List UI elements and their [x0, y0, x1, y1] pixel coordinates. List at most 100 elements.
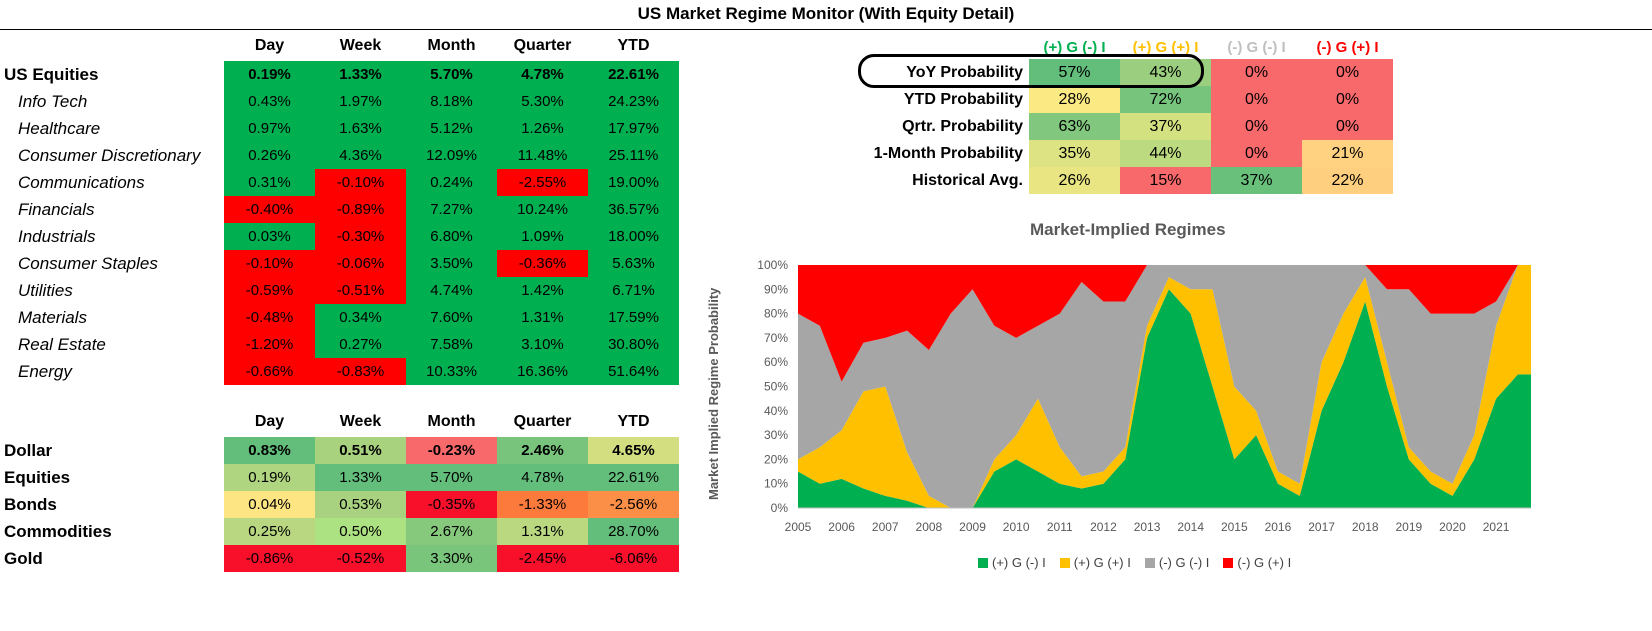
- regime-row-ytd-probability: YTD Probability 28% 72% 0% 0%: [848, 86, 1393, 113]
- equity-header-blank: [0, 31, 224, 61]
- regime-cell: 22%: [1302, 167, 1393, 194]
- legend-item-g-i: (-) G (+) I: [1223, 555, 1291, 570]
- y-tick-label: 20%: [764, 452, 788, 466]
- equity-cell: 17.59%: [588, 304, 679, 331]
- equity-cell: -0.48%: [224, 304, 315, 331]
- asset-cell: -0.86%: [224, 545, 315, 572]
- equity-row-label: Industrials: [18, 226, 96, 246]
- asset-class-table: Day Week Month Quarter YTD Dollar 0.83% 0.…: [0, 407, 679, 572]
- x-tick-label: 2017: [1308, 520, 1335, 534]
- regime-cell: 0%: [1302, 113, 1393, 140]
- asset-cell: -0.23%: [406, 437, 497, 464]
- equity-cell: -0.59%: [224, 277, 315, 304]
- x-tick-label: 2006: [828, 520, 855, 534]
- asset-cell: -1.33%: [497, 491, 588, 518]
- regime-row-label: 1-Month Probability: [873, 144, 1023, 162]
- x-tick-label: 2012: [1090, 520, 1117, 534]
- regime-header-neg-growth-pos-inflation: (-) G (+) I: [1316, 38, 1379, 56]
- area-series-g-i: [798, 265, 1531, 382]
- asset-row-label: Gold: [4, 548, 43, 568]
- regime-cell: 37%: [1211, 167, 1302, 194]
- equity-cell: 1.09%: [497, 223, 588, 250]
- asset-header-week: Week: [339, 413, 382, 430]
- legend-swatch: [1059, 557, 1070, 568]
- equity-cell: 10.24%: [497, 196, 588, 223]
- asset-cell: 1.33%: [315, 464, 406, 491]
- regime-cell: 21%: [1302, 140, 1393, 167]
- asset-cell: 0.50%: [315, 518, 406, 545]
- title-divider: [0, 29, 1652, 30]
- equity-cell: 5.30%: [497, 88, 588, 115]
- equity-row-communications: Communications 0.31% -0.10% 0.24% -2.55% 19.0…: [0, 169, 679, 196]
- equity-cell: -0.36%: [497, 250, 588, 277]
- asset-row-label: Dollar: [4, 440, 53, 460]
- area-series-g-i: [798, 289, 1531, 508]
- x-tick-label: 2019: [1395, 520, 1422, 534]
- chart-legend: (+) G (-) I (+) G (+) I (-) G (-) I (-) G (…: [978, 555, 1291, 570]
- equity-cell: 6.80%: [406, 223, 497, 250]
- asset-cell: 2.46%: [497, 437, 588, 464]
- equity-row-consumer-discretionary: Consumer Discretionary 0.26% 4.36% 12.09% 11…: [0, 142, 679, 169]
- regime-row-label: YTD Probability: [903, 90, 1023, 108]
- equity-cell: 0.26%: [224, 142, 315, 169]
- equity-cell: 18.00%: [588, 223, 679, 250]
- equity-cell: -0.40%: [224, 196, 315, 223]
- equity-cell: 6.71%: [588, 277, 679, 304]
- asset-row-equities: Equities 0.19% 1.33% 5.70% 4.78% 22.61%: [0, 464, 679, 491]
- equity-cell: 1.26%: [497, 115, 588, 142]
- equity-row-label: Materials: [18, 307, 87, 327]
- x-tick-label: 2013: [1134, 520, 1161, 534]
- asset-cell: 5.70%: [406, 464, 497, 491]
- y-tick-label: 10%: [764, 477, 788, 491]
- equity-cell: 30.80%: [588, 331, 679, 358]
- equity-cell: 0.24%: [406, 169, 497, 196]
- asset-cell: 4.65%: [588, 437, 679, 464]
- asset-cell: 22.61%: [588, 464, 679, 491]
- page-title: US Market Regime Monitor (With Equity De…: [637, 4, 1015, 23]
- y-tick-label: 90%: [764, 282, 788, 296]
- equity-cell: 7.60%: [406, 304, 497, 331]
- equity-row-energy: Energy -0.66% -0.83% 10.33% 16.36% 51.64%: [0, 358, 679, 385]
- equity-row-label: Consumer Staples: [18, 253, 158, 273]
- equity-header-quarter: Quarter: [513, 37, 572, 54]
- equity-cell: -0.30%: [315, 223, 406, 250]
- equity-cell: 24.23%: [588, 88, 679, 115]
- regime-row-label: YoY Probability: [906, 63, 1023, 81]
- x-tick-label: 2011: [1047, 520, 1073, 534]
- area-series-g-i: [798, 265, 1531, 508]
- equity-row-real-estate: Real Estate -1.20% 0.27% 7.58% 3.10% 30.80%: [0, 331, 679, 358]
- regime-cell: 0%: [1211, 59, 1302, 86]
- regime-cell: 44%: [1120, 140, 1211, 167]
- equity-row-label: Utilities: [18, 280, 73, 300]
- equity-cell: 1.63%: [315, 115, 406, 142]
- y-tick-label: 80%: [764, 307, 788, 321]
- equity-cell: -0.06%: [315, 250, 406, 277]
- equity-header-day: Day: [254, 37, 285, 54]
- regime-cell: 0%: [1302, 86, 1393, 113]
- equity-cell: -0.10%: [315, 169, 406, 196]
- asset-cell: 2.67%: [406, 518, 497, 545]
- equity-row-us-equities: US Equities 0.19% 1.33% 5.70% 4.78% 22.61%: [0, 61, 679, 88]
- asset-cell: -6.06%: [588, 545, 679, 572]
- yoy-highlight-oval: [858, 54, 1204, 88]
- equity-cell: -0.66%: [224, 358, 315, 385]
- asset-header-blank: [0, 407, 224, 437]
- regime-cell: 0%: [1211, 140, 1302, 167]
- regime-header-neg-growth-neg-inflation: (-) G (-) I: [1227, 38, 1286, 56]
- y-tick-label: 60%: [764, 355, 788, 369]
- x-tick-label: 2009: [959, 520, 986, 534]
- equity-cell: 0.27%: [315, 331, 406, 358]
- equity-row-healthcare: Healthcare 0.97% 1.63% 5.12% 1.26% 17.97%: [0, 115, 679, 142]
- asset-row-label: Commodities: [4, 521, 112, 541]
- legend-swatch: [1144, 557, 1155, 568]
- equity-row-label: US Equities: [4, 64, 99, 84]
- equity-cell: 4.36%: [315, 142, 406, 169]
- asset-row-commodities: Commodities 0.25% 0.50% 2.67% 1.31% 28.70%: [0, 518, 679, 545]
- legend-item-g-i: (+) G (+) I: [1059, 555, 1131, 570]
- asset-row-dollar: Dollar 0.83% 0.51% -0.23% 2.46% 4.65%: [0, 437, 679, 464]
- equity-row-label: Consumer Discretionary: [18, 145, 201, 165]
- legend-swatch: [978, 557, 988, 568]
- regime-header-row: (+) G (-) I (+) G (+) I (-) G (-) I (-) …: [848, 35, 1393, 59]
- equity-row-financials: Financials -0.40% -0.89% 7.27% 10.24% 36.57%: [0, 196, 679, 223]
- equity-cell: -0.83%: [315, 358, 406, 385]
